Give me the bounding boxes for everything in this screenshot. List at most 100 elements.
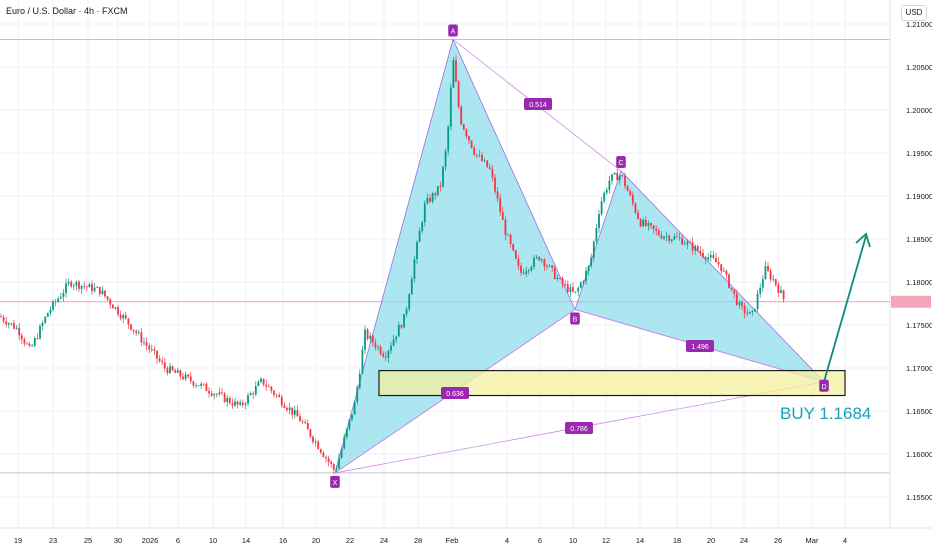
candle-body xyxy=(694,246,697,251)
candle-body xyxy=(366,329,369,339)
candle-body xyxy=(78,281,80,289)
candle-body xyxy=(501,212,504,220)
candle-body xyxy=(491,168,494,178)
candle-body xyxy=(551,265,554,268)
candle-body xyxy=(182,376,184,380)
x-tick-label: 19 xyxy=(14,536,22,545)
candle-body xyxy=(475,154,478,156)
candle-body xyxy=(202,383,205,385)
candle-body xyxy=(728,274,730,288)
candle-body xyxy=(119,314,122,319)
pattern-label-c: C xyxy=(618,160,623,167)
candle-body xyxy=(725,270,728,275)
candle-body xyxy=(585,271,587,282)
pattern-label-a: A xyxy=(451,28,456,35)
candle-body xyxy=(616,172,619,181)
harmonic-pattern xyxy=(334,38,826,474)
candle-body xyxy=(403,314,405,328)
candle-body xyxy=(556,277,559,280)
candle-body xyxy=(746,313,749,315)
candle-body xyxy=(374,342,377,348)
price-axis[interactable]: 1.21000 1.20500 1.20000 1.19500 1.19000 1.185… xyxy=(889,0,932,550)
candle-body xyxy=(114,307,117,309)
candle-body xyxy=(244,403,247,405)
ratio-badge: 1.496 xyxy=(691,344,709,351)
candle-body xyxy=(408,294,411,310)
candle-body xyxy=(10,323,13,325)
candle-body xyxy=(161,360,164,363)
x-tick-label: 12 xyxy=(602,536,610,545)
currency-selector[interactable]: USD xyxy=(901,5,927,21)
candle-body xyxy=(691,242,694,251)
ratio-badge: 0.786 xyxy=(570,426,588,433)
candle-body xyxy=(676,236,678,238)
candle-body xyxy=(769,270,772,280)
candle-body xyxy=(626,186,629,192)
candle-body xyxy=(351,414,353,420)
candle-body xyxy=(644,219,647,226)
candle-body xyxy=(499,198,502,213)
y-tick-label: 1.19000 xyxy=(906,192,932,201)
candle-body xyxy=(707,257,710,260)
candle-body xyxy=(343,437,346,449)
candle-body xyxy=(2,317,5,322)
pattern-label-c-bg xyxy=(616,156,626,169)
candle-body xyxy=(299,416,301,422)
candle-body xyxy=(569,287,572,293)
candle-body xyxy=(304,422,307,424)
candle-body xyxy=(192,381,195,386)
candle-body xyxy=(631,195,634,204)
candle-body xyxy=(699,250,702,253)
x-tick-label: Feb xyxy=(446,536,459,545)
candle-body xyxy=(0,316,2,318)
candle-body xyxy=(486,160,489,168)
candle-body xyxy=(587,265,590,272)
candle-body xyxy=(613,172,616,175)
candle-body xyxy=(423,203,426,223)
candle-body xyxy=(652,225,655,230)
candle-body xyxy=(468,136,470,141)
candle-body xyxy=(135,331,138,334)
candle-body xyxy=(683,244,686,245)
candle-body xyxy=(197,385,200,387)
x-tick-label: 14 xyxy=(636,536,644,545)
candle-body xyxy=(673,236,676,240)
time-axis[interactable]: 19 23 25 30 2026 6 10 14 16 20 22 24 28 Feb 4 6 10 12 14 18… xyxy=(0,527,932,545)
candle-body xyxy=(179,370,182,377)
candle-body xyxy=(59,296,62,299)
candle-body xyxy=(670,239,673,241)
candle-body xyxy=(231,403,234,406)
candle-body xyxy=(715,257,717,263)
candle-body xyxy=(681,237,684,245)
x-tick-label: 24 xyxy=(740,536,748,545)
candle-body xyxy=(275,394,278,396)
candle-body xyxy=(153,349,156,351)
candle-body xyxy=(657,230,660,236)
x-tick-label: 6 xyxy=(176,536,180,545)
pattern-label-d: D xyxy=(821,384,826,391)
candle-body xyxy=(54,301,57,303)
candle-body xyxy=(473,147,476,155)
candle-body xyxy=(247,395,249,404)
candle-body xyxy=(418,231,421,243)
candle-body xyxy=(260,378,262,382)
candle-body xyxy=(509,234,512,244)
candle-body xyxy=(241,402,244,405)
candle-body xyxy=(223,393,226,402)
candle-body xyxy=(439,186,442,187)
candle-body xyxy=(85,286,88,288)
candle-body xyxy=(465,129,468,137)
candle-body xyxy=(634,203,637,213)
candle-body xyxy=(213,394,216,396)
candle-body xyxy=(405,309,408,315)
candle-body xyxy=(603,192,606,202)
candle-body xyxy=(514,250,517,259)
candle-body xyxy=(782,290,785,300)
candle-body xyxy=(184,374,187,380)
candle-body xyxy=(377,346,379,348)
ratio-badge: 0.636 xyxy=(446,391,464,398)
candle-body xyxy=(431,193,434,202)
candle-body xyxy=(546,266,548,267)
arrow-shaft xyxy=(823,235,867,383)
